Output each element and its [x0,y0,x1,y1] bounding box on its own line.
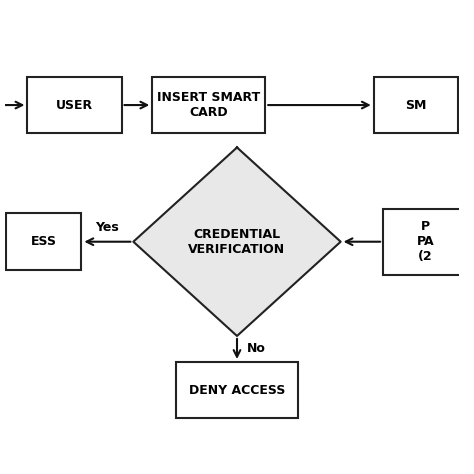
FancyBboxPatch shape [6,213,82,270]
Bar [0,0,5,474]
Text: CREDENTIAL
VERIFICATION: CREDENTIAL VERIFICATION [189,228,285,255]
Text: ESS: ESS [31,235,57,248]
Text: No: No [246,342,265,356]
FancyBboxPatch shape [374,77,458,133]
FancyBboxPatch shape [176,362,298,419]
FancyBboxPatch shape [152,77,265,133]
Text: INSERT SMART
CARD: INSERT SMART CARD [157,91,260,119]
Bar [0,0,474,20]
Bar [0,463,474,474]
Text: USER: USER [56,99,93,111]
Polygon shape [133,147,341,336]
Bar [459,0,474,474]
Text: Yes: Yes [96,221,119,234]
Text: P
PA
(2: P PA (2 [417,220,434,263]
Text: DENY ACCESS: DENY ACCESS [189,383,285,397]
FancyBboxPatch shape [383,209,468,275]
FancyBboxPatch shape [27,77,121,133]
Text: SM: SM [405,99,427,111]
